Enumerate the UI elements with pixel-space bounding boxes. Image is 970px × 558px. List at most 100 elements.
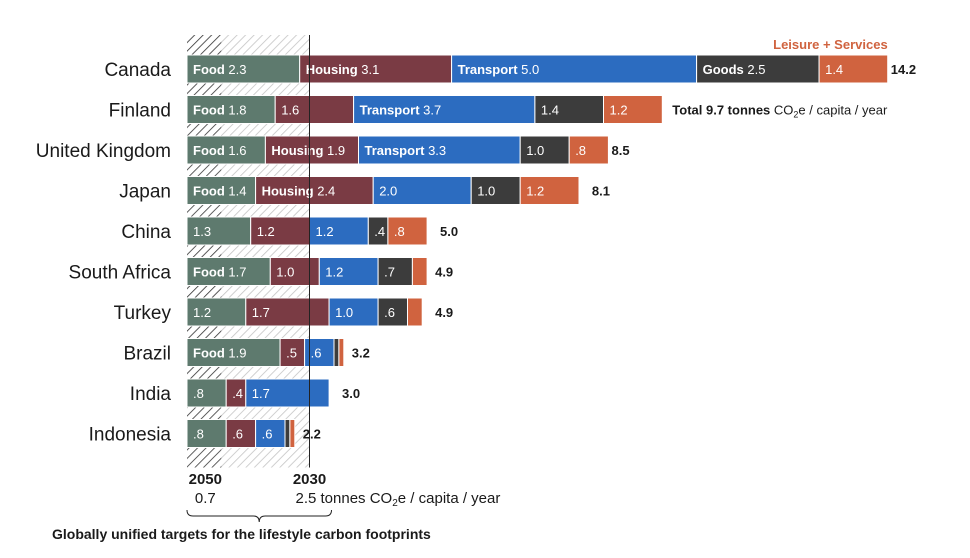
chart-caption: Globally unified targets for the lifesty… [52, 526, 431, 542]
segment-label: 1.2 [610, 103, 628, 118]
bar-segment-housing [274, 95, 355, 124]
bar-segment-leisure [519, 176, 580, 205]
bar-segment-leisure [387, 216, 428, 246]
segment-label: .4 [374, 224, 385, 239]
bar-segment-housing [225, 419, 257, 448]
bar-segment-leisure [603, 95, 663, 124]
bars: Canada Food 2.3 Housing 3.1 Transport 5.0 Go… [36, 54, 916, 448]
bar-segment-housing [299, 54, 453, 84]
segment-label: 2.0 [379, 184, 397, 199]
country-label: Finland [109, 101, 171, 122]
segment-label: 1.0 [335, 305, 353, 320]
bar-segment-goods [284, 419, 291, 448]
bar-segment-food [186, 257, 271, 286]
bar-segment-leisure [407, 297, 423, 327]
target-2030-value: 2.5 tonnes CO2e / capita / year [296, 490, 501, 509]
segment-label: .6 [262, 427, 273, 442]
total-label: 4.9 [435, 265, 453, 280]
segment-label: Housing 2.4 [262, 184, 336, 199]
segment-label: .8 [193, 427, 204, 442]
segment-label: Food 1.9 [193, 346, 246, 361]
country-label: United Kingdom [36, 141, 171, 162]
bar-segment-food [186, 338, 281, 367]
segment-label: .7 [384, 265, 395, 280]
bar-segment-goods [377, 257, 413, 286]
segment-label: Transport 3.7 [360, 103, 442, 118]
bar-segment-transport [328, 297, 379, 327]
segment-label: 1.0 [477, 184, 495, 199]
country-label: Japan [119, 182, 171, 203]
total-label: 5.0 [440, 224, 458, 239]
segment-label: .6 [311, 346, 322, 361]
country-label: China [121, 222, 171, 243]
total-label: 8.1 [592, 184, 610, 199]
segment-label: 1.2 [316, 224, 334, 239]
bar-segment-housing [250, 216, 310, 246]
bar-segment-goods [519, 135, 570, 165]
annotations: Total 9.7 tonnes CO2e / capita / year Lei… [52, 35, 888, 542]
segment-label: Food 2.3 [193, 62, 246, 77]
segment-label: Transport 3.3 [365, 143, 447, 158]
bar-segment-leisure [411, 257, 428, 286]
segment-label: .8 [394, 224, 405, 239]
bar-segment-goods [470, 176, 521, 205]
bar-segment-food [186, 378, 227, 408]
bar-segment-housing [279, 338, 306, 367]
segment-label: Transport 5.0 [458, 62, 540, 77]
segment-label: 1.4 [825, 62, 843, 77]
legend-leisure-services: Leisure + Services [773, 37, 888, 52]
country-label: Indonesia [89, 425, 172, 446]
bar-segment-food [186, 297, 247, 327]
target-2030-year: 2030 [293, 471, 326, 488]
segment-label: 1.0 [276, 265, 294, 280]
segment-label: 1.3 [193, 224, 211, 239]
segment-label: Food 1.7 [193, 265, 246, 280]
bar-segment-goods [333, 338, 340, 367]
total-label: 3.0 [342, 386, 360, 401]
segment-label: 1.0 [526, 143, 544, 158]
segment-label: Housing 1.9 [271, 143, 345, 158]
country-label: South Africa [69, 263, 172, 284]
segment-label: 1.6 [281, 103, 299, 118]
total-label: 8.5 [612, 143, 630, 158]
bar-segment-food [186, 95, 276, 124]
total-label: 2.2 [303, 427, 321, 442]
segment-label: Housing 3.1 [306, 62, 380, 77]
segment-label: Food 1.6 [193, 143, 246, 158]
total-label: 4.9 [435, 305, 453, 320]
country-label: Canada [104, 60, 171, 81]
segment-label: .5 [286, 346, 297, 361]
bar-segment-transport [309, 216, 369, 246]
bar-segment-housing [255, 176, 374, 205]
segment-label: .4 [232, 386, 243, 401]
bar-segment-leisure [568, 135, 609, 165]
segment-label: 1.4 [541, 103, 559, 118]
segment-label: 1.2 [526, 184, 544, 199]
total-label: 3.2 [352, 346, 370, 361]
finland-total-note: Total 9.7 tonnes CO2e / capita / year [672, 103, 888, 120]
target-2050-year: 2050 [189, 471, 222, 488]
segment-label: .8 [193, 386, 204, 401]
segment-label: .6 [384, 305, 395, 320]
targets-brace [186, 509, 332, 523]
bar-segment-transport [358, 135, 521, 165]
segment-label: Food 1.4 [193, 184, 246, 199]
bar-segment-transport [245, 378, 330, 408]
target-2050-value: 0.7 [195, 490, 216, 507]
bar-segment-goods [696, 54, 820, 84]
segment-label: 1.2 [193, 305, 211, 320]
bar-segment-goods [377, 297, 409, 327]
segment-label: Goods 2.5 [703, 62, 766, 77]
country-label: Brazil [123, 344, 171, 365]
bar-segment-housing [264, 135, 359, 165]
bar-segment-leisure [818, 54, 889, 84]
segment-label: 1.2 [257, 224, 275, 239]
bar-segment-transport [255, 419, 286, 448]
segment-label: 1.2 [325, 265, 343, 280]
bar-segment-leisure [289, 419, 296, 448]
segment-label: 1.7 [252, 305, 270, 320]
segment-label: .8 [575, 143, 586, 158]
bar-segment-transport [451, 54, 698, 84]
segment-label: .6 [232, 427, 243, 442]
